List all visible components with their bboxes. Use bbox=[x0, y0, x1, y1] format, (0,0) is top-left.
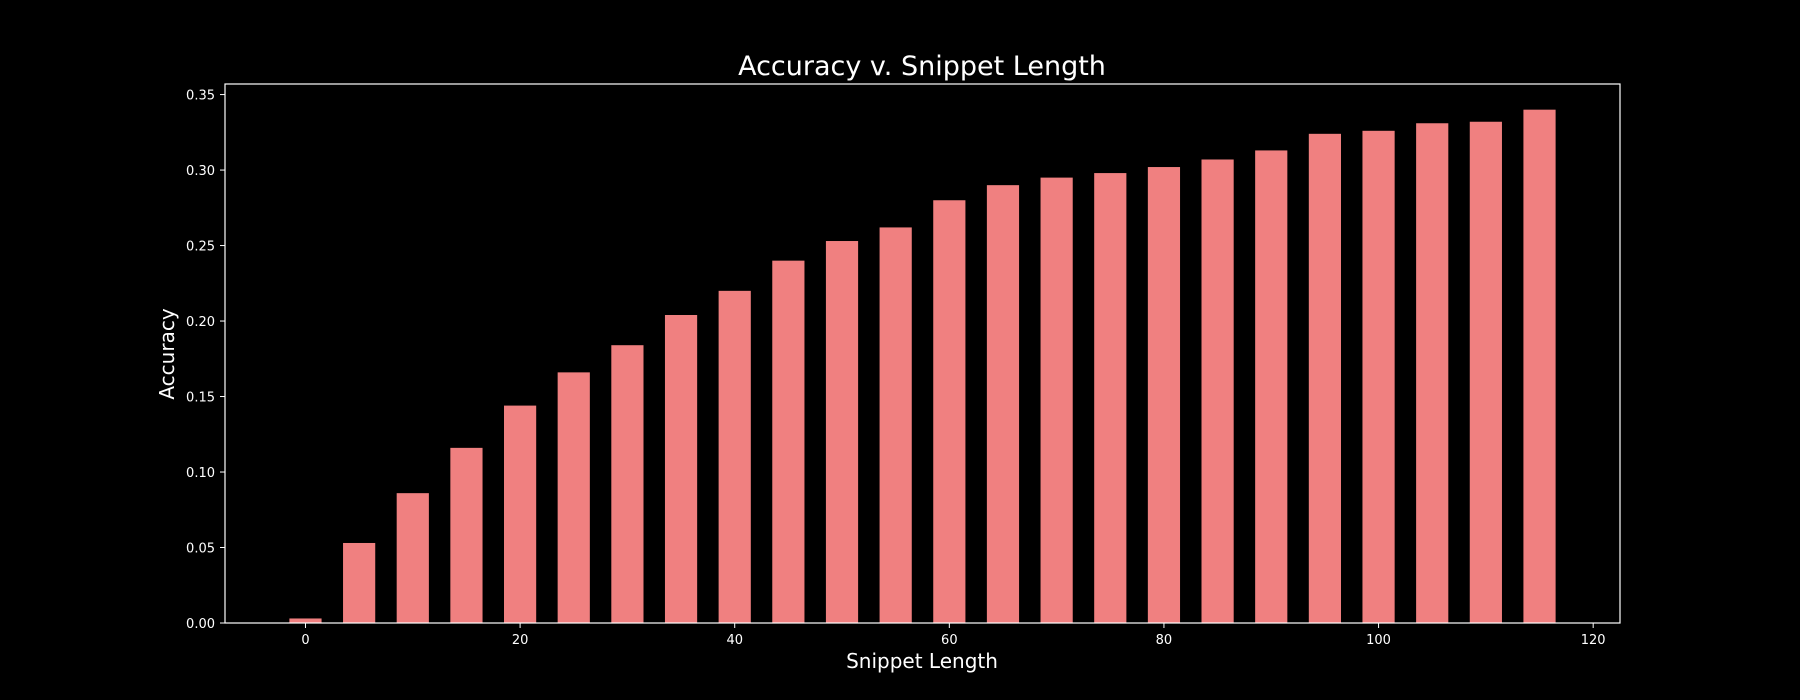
bar-snippet-115 bbox=[1523, 109, 1556, 624]
bar-snippet-65 bbox=[986, 185, 1020, 623]
y-tick-label: 0.35 bbox=[186, 89, 215, 104]
x-tick-label: 80 bbox=[1156, 633, 1173, 648]
axes-frame bbox=[224, 83, 1621, 624]
x-axis-label: Snippet Length bbox=[846, 649, 998, 673]
bar-snippet-35 bbox=[664, 315, 698, 623]
y-tick-label: 0.00 bbox=[186, 617, 215, 632]
chart-title: Accuracy v. Snippet Length bbox=[738, 51, 1106, 82]
bar-snippet-5 bbox=[343, 542, 376, 623]
x-tick-label: 20 bbox=[512, 633, 529, 648]
bar-snippet-15 bbox=[450, 447, 483, 623]
bar-snippet-105 bbox=[1416, 123, 1449, 623]
bar-snippet-45 bbox=[772, 260, 805, 623]
bar-snippet-110 bbox=[1469, 121, 1502, 623]
x-ticks-group: 0 20 40 60 80 100 120 bbox=[301, 623, 1606, 648]
bar-snippet-80 bbox=[1147, 167, 1181, 624]
x-tick-label: 100 bbox=[1366, 633, 1391, 648]
y-tick-label: 0.25 bbox=[186, 240, 215, 255]
y-axis-label: Accuracy bbox=[155, 308, 179, 399]
bar-snippet-90 bbox=[1255, 150, 1288, 623]
x-tick-label: 120 bbox=[1581, 633, 1606, 648]
bar-snippet-50 bbox=[825, 241, 859, 623]
bar-snippet-85 bbox=[1201, 159, 1234, 624]
bar-snippet-40 bbox=[718, 290, 751, 623]
bar-snippet-10 bbox=[396, 493, 429, 623]
y-ticks-group: 0.00 0.05 0.10 0.15 0.20 0.25 0.30 0.35 bbox=[186, 89, 225, 632]
x-tick-label: 60 bbox=[941, 633, 958, 648]
y-tick-label: 0.20 bbox=[186, 315, 215, 330]
y-tick-label: 0.10 bbox=[186, 466, 215, 481]
y-tick-label: 0.05 bbox=[186, 542, 215, 557]
bar-snippet-95 bbox=[1308, 133, 1341, 623]
bar-snippet-20 bbox=[504, 405, 537, 623]
x-tick-label: 0 bbox=[301, 633, 309, 648]
y-tick-label: 0.15 bbox=[186, 391, 215, 406]
bar-snippet-60 bbox=[933, 200, 966, 623]
bar-snippet-0 bbox=[289, 618, 322, 623]
bar-snippet-100 bbox=[1362, 130, 1395, 624]
bar-snippet-70 bbox=[1040, 177, 1073, 624]
x-tick-label: 40 bbox=[726, 633, 743, 648]
bar-snippet-25 bbox=[557, 372, 590, 623]
bar-snippet-55 bbox=[879, 227, 912, 623]
bar-snippet-75 bbox=[1094, 173, 1127, 623]
y-tick-label: 0.30 bbox=[186, 164, 215, 179]
bars-group bbox=[289, 109, 1556, 624]
bar-snippet-30 bbox=[611, 345, 644, 623]
